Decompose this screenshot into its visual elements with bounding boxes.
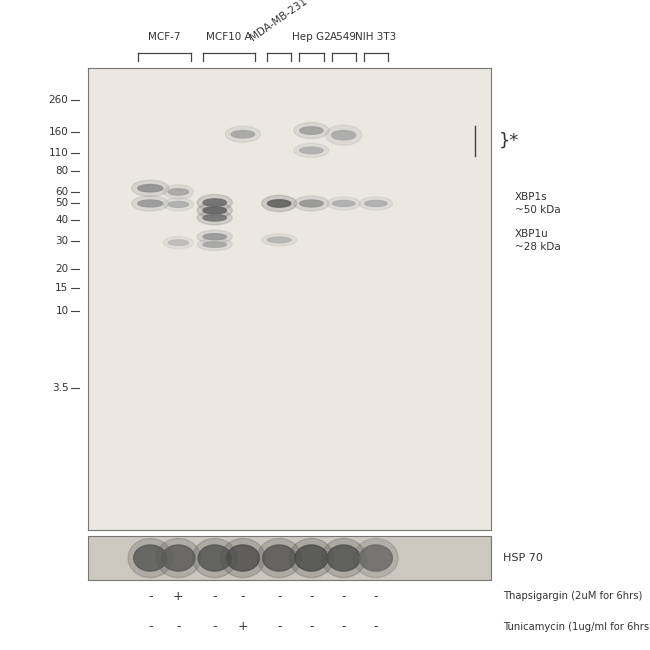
Ellipse shape bbox=[131, 196, 169, 211]
Ellipse shape bbox=[294, 122, 329, 138]
Text: MCF-7: MCF-7 bbox=[148, 32, 181, 42]
Text: HSP 70: HSP 70 bbox=[504, 553, 543, 563]
Ellipse shape bbox=[226, 545, 259, 571]
Ellipse shape bbox=[257, 538, 302, 578]
Text: -: - bbox=[277, 590, 281, 603]
Ellipse shape bbox=[354, 538, 398, 578]
Text: -: - bbox=[309, 621, 314, 634]
Text: -: - bbox=[148, 590, 153, 603]
Ellipse shape bbox=[162, 545, 195, 571]
Ellipse shape bbox=[327, 197, 360, 210]
Text: MDA-MB-231: MDA-MB-231 bbox=[249, 0, 309, 42]
Ellipse shape bbox=[192, 538, 237, 578]
Text: Hep G2: Hep G2 bbox=[292, 32, 331, 42]
Ellipse shape bbox=[333, 200, 355, 207]
Ellipse shape bbox=[295, 545, 328, 571]
Text: XBP1u
~28 kDa: XBP1u ~28 kDa bbox=[515, 229, 560, 252]
Text: -: - bbox=[374, 590, 378, 603]
Ellipse shape bbox=[197, 230, 232, 243]
Text: Thapsigargin (2uM for 6hrs): Thapsigargin (2uM for 6hrs) bbox=[504, 592, 643, 601]
Text: Tunicamycin (1ug/ml for 6hrs): Tunicamycin (1ug/ml for 6hrs) bbox=[504, 622, 650, 632]
Text: 80: 80 bbox=[55, 166, 68, 176]
Ellipse shape bbox=[294, 196, 329, 211]
Ellipse shape bbox=[262, 196, 296, 212]
Ellipse shape bbox=[168, 188, 188, 195]
Ellipse shape bbox=[327, 545, 360, 571]
Text: +: + bbox=[173, 590, 184, 603]
Text: -: - bbox=[277, 621, 281, 634]
Text: XBP1s
~50 kDa: XBP1s ~50 kDa bbox=[515, 192, 560, 215]
Ellipse shape bbox=[300, 200, 323, 207]
Ellipse shape bbox=[268, 200, 291, 207]
Text: -: - bbox=[341, 621, 346, 634]
Ellipse shape bbox=[203, 214, 226, 221]
Ellipse shape bbox=[163, 185, 194, 199]
Ellipse shape bbox=[262, 234, 296, 246]
Text: -: - bbox=[213, 621, 217, 634]
Text: 15: 15 bbox=[55, 283, 68, 293]
Text: A549: A549 bbox=[330, 32, 357, 42]
Ellipse shape bbox=[365, 200, 387, 207]
Ellipse shape bbox=[326, 125, 362, 146]
Ellipse shape bbox=[197, 203, 232, 218]
Ellipse shape bbox=[138, 185, 162, 192]
Text: -: - bbox=[148, 621, 153, 634]
Ellipse shape bbox=[203, 234, 226, 240]
Ellipse shape bbox=[231, 131, 255, 138]
Ellipse shape bbox=[203, 242, 226, 247]
Text: -: - bbox=[240, 590, 245, 603]
Ellipse shape bbox=[332, 131, 356, 140]
Ellipse shape bbox=[128, 538, 172, 578]
Text: -: - bbox=[374, 621, 378, 634]
Ellipse shape bbox=[268, 237, 291, 242]
Ellipse shape bbox=[221, 538, 265, 578]
Text: 40: 40 bbox=[55, 214, 68, 225]
Text: 110: 110 bbox=[49, 148, 68, 158]
Ellipse shape bbox=[163, 237, 194, 249]
Text: 30: 30 bbox=[55, 237, 68, 246]
Ellipse shape bbox=[322, 538, 366, 578]
Ellipse shape bbox=[300, 147, 323, 153]
Ellipse shape bbox=[263, 545, 296, 571]
Ellipse shape bbox=[359, 545, 393, 571]
Ellipse shape bbox=[203, 207, 226, 214]
Ellipse shape bbox=[197, 194, 232, 211]
Text: 50: 50 bbox=[55, 198, 68, 209]
Ellipse shape bbox=[168, 202, 188, 207]
Text: NIH 3T3: NIH 3T3 bbox=[356, 32, 396, 42]
Text: 20: 20 bbox=[55, 264, 68, 274]
Text: 10: 10 bbox=[55, 306, 68, 317]
Ellipse shape bbox=[294, 143, 329, 157]
Text: -: - bbox=[176, 621, 181, 634]
Ellipse shape bbox=[300, 127, 323, 135]
Text: MCF10 A: MCF10 A bbox=[206, 32, 252, 42]
Ellipse shape bbox=[156, 538, 201, 578]
Text: 260: 260 bbox=[49, 95, 68, 105]
Ellipse shape bbox=[289, 538, 333, 578]
Ellipse shape bbox=[198, 545, 231, 571]
Ellipse shape bbox=[168, 240, 188, 246]
Ellipse shape bbox=[226, 126, 261, 142]
Ellipse shape bbox=[197, 211, 232, 225]
Ellipse shape bbox=[197, 239, 232, 251]
Text: -: - bbox=[309, 590, 314, 603]
Text: }*: }* bbox=[499, 132, 519, 150]
Ellipse shape bbox=[138, 200, 162, 207]
Ellipse shape bbox=[203, 199, 226, 206]
Ellipse shape bbox=[163, 198, 194, 211]
Text: -: - bbox=[341, 590, 346, 603]
Text: 60: 60 bbox=[55, 187, 68, 197]
Text: +: + bbox=[238, 621, 248, 634]
Text: -: - bbox=[213, 590, 217, 603]
Ellipse shape bbox=[134, 545, 167, 571]
Text: 3.5: 3.5 bbox=[52, 383, 68, 393]
Ellipse shape bbox=[359, 197, 393, 210]
Ellipse shape bbox=[131, 180, 169, 196]
Text: 160: 160 bbox=[49, 127, 68, 137]
